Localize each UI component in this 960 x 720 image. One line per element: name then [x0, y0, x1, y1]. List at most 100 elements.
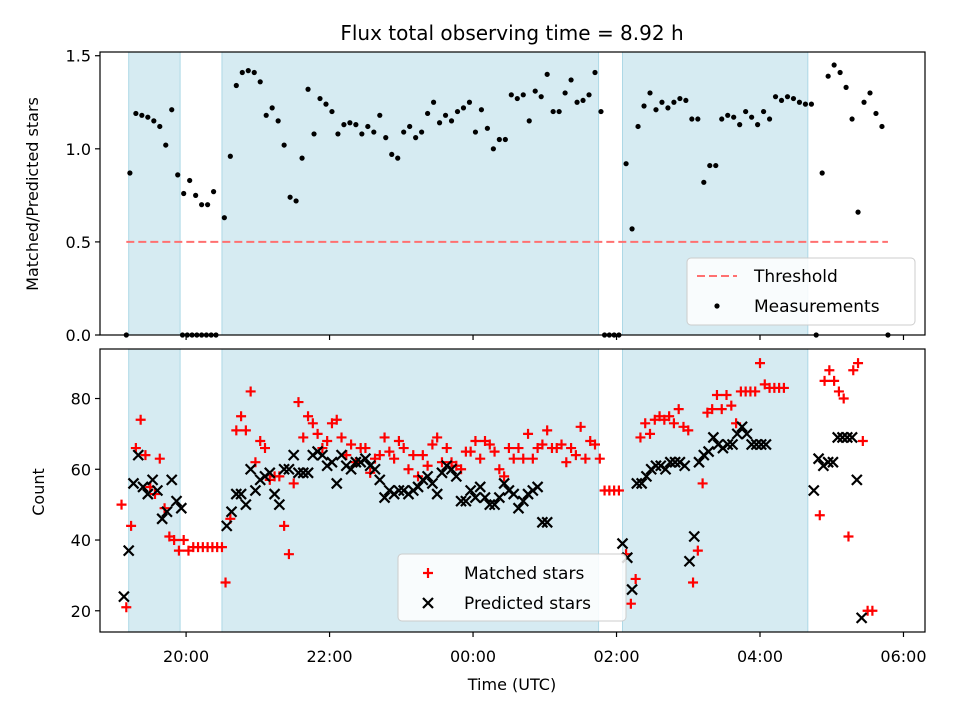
- matched-star-point: [645, 428, 655, 439]
- measurement-point: [460, 105, 467, 111]
- predicted-star-point: [702, 445, 715, 458]
- matched-star-point: [692, 545, 703, 556]
- measurement-point: [317, 95, 323, 102]
- predicted-star-point: [170, 495, 183, 507]
- measurement-point: [520, 92, 526, 98]
- matched-star-point: [838, 393, 849, 404]
- matched-star-point: [169, 535, 180, 546]
- predicted-star-point: [507, 488, 520, 500]
- measurement-point: [737, 122, 743, 128]
- y-tick-label: 1.5: [66, 47, 91, 66]
- predicted-star-point: [635, 477, 648, 490]
- measurement-point: [383, 135, 389, 141]
- measurement-point: [647, 90, 653, 96]
- matched-star-point: [673, 404, 684, 415]
- matched-star-point: [755, 358, 765, 369]
- measurement-point: [598, 108, 604, 115]
- matched-star-point: [245, 386, 256, 397]
- measurement-point: [139, 112, 145, 118]
- matched-star-point: [707, 404, 718, 415]
- matched-star-point: [711, 389, 722, 400]
- matched-star-point: [523, 428, 534, 439]
- x-tick-label: 22:00: [307, 647, 353, 666]
- predicted-star-point: [142, 488, 154, 500]
- measurement-point: [855, 209, 861, 215]
- measurement-point: [299, 155, 305, 161]
- x-tick-label: 20:00: [163, 647, 209, 666]
- predicted-star-point: [664, 456, 677, 468]
- predicted-star-point: [426, 477, 439, 490]
- matched-star-point: [726, 400, 737, 411]
- measurement-point: [151, 118, 157, 124]
- measurement-point: [526, 118, 532, 124]
- predicted-star-point: [731, 428, 744, 440]
- predicted-star-point: [151, 484, 164, 497]
- matched-star-point: [126, 520, 137, 531]
- predicted-star-point: [122, 544, 135, 557]
- legend-measurement-swatch: [714, 303, 720, 309]
- measurement-point: [629, 226, 635, 232]
- measurement-point: [849, 116, 855, 122]
- predicted-star-point: [721, 438, 734, 451]
- measurement-point: [329, 108, 335, 115]
- measurement-point: [778, 97, 785, 104]
- measurement-point: [425, 110, 431, 117]
- measurement-point: [574, 99, 580, 105]
- predicted-star-point: [464, 484, 477, 497]
- matched-star-point: [465, 446, 476, 457]
- predicted-star-point: [335, 449, 348, 461]
- matched-star-point: [417, 450, 428, 461]
- observing-window: [622, 348, 809, 633]
- predicted-star-point: [460, 495, 472, 507]
- measurement-point: [127, 170, 133, 176]
- matched-star-point: [843, 531, 854, 542]
- matched-star-point: [135, 414, 146, 425]
- measurement-point: [175, 172, 181, 178]
- measurement-point: [538, 94, 544, 100]
- predicted-star-point: [736, 421, 748, 433]
- x-tick-label: 06:00: [880, 647, 926, 666]
- measurement-point: [879, 123, 885, 130]
- predicted-star-point: [498, 477, 510, 490]
- measurement-point: [843, 84, 849, 90]
- matched-star-point: [220, 577, 231, 588]
- measurement-point: [205, 202, 211, 208]
- matched-star-point: [513, 443, 524, 454]
- matched-star-point: [668, 418, 679, 429]
- matched-star-point: [716, 404, 727, 415]
- y-tick-label: 80: [71, 390, 91, 409]
- predicted-star-point: [707, 431, 720, 444]
- measurement-point: [145, 114, 151, 120]
- measurement-point: [760, 108, 767, 115]
- y-tick-label: 0.5: [66, 233, 91, 252]
- predicted-star-point: [240, 498, 252, 511]
- measurement-point: [586, 92, 592, 98]
- measurement-point: [562, 90, 568, 96]
- predicted-star-point: [650, 459, 662, 472]
- matched-star-point: [829, 375, 840, 386]
- measurement-point: [251, 69, 257, 76]
- predicted-star-point: [127, 477, 140, 490]
- predicted-star-point: [846, 431, 858, 444]
- predicted-star-point: [302, 467, 314, 479]
- matched-star-point: [853, 358, 864, 369]
- predicted-star-point: [659, 463, 672, 476]
- predicted-star-point: [235, 488, 247, 500]
- predicted-star-point: [118, 590, 130, 603]
- measurement-point: [592, 69, 598, 76]
- predicted-star-point: [450, 470, 463, 483]
- matched-star-point: [575, 421, 586, 432]
- predicted-star-point: [316, 449, 329, 461]
- measurement-point: [239, 69, 245, 76]
- predicted-star-point: [469, 491, 482, 504]
- measurement-point: [454, 108, 461, 115]
- legend-label: Threshold: [753, 267, 838, 287]
- matched-star-point: [848, 365, 859, 376]
- matched-star-point: [688, 577, 699, 588]
- observing-window: [221, 51, 600, 336]
- matched-star-point: [814, 510, 825, 521]
- matched-star-point: [173, 545, 184, 556]
- measurement-point: [210, 189, 217, 195]
- predicted-star-point: [640, 470, 653, 483]
- measurement-point: [556, 108, 562, 115]
